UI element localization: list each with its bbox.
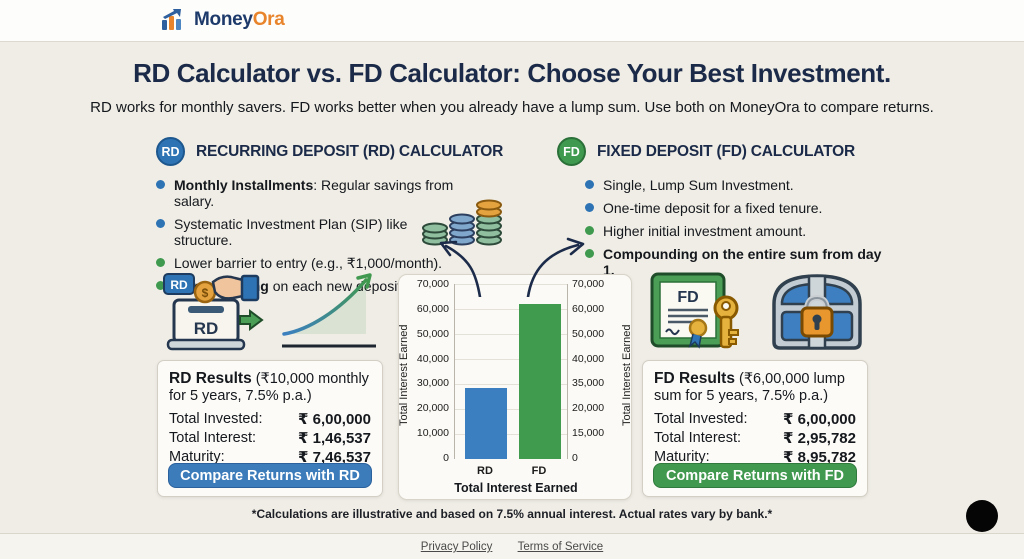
treasure-chest-lock-icon <box>772 274 862 350</box>
disclaimer-text: *Calculations are illustrative and based… <box>251 507 773 521</box>
fd-total-invested-row: Total Invested: ₹ 6,00,000 <box>654 411 856 428</box>
coin-stacks-icon <box>422 199 502 246</box>
header-bar: MoneyOra <box>0 0 1024 42</box>
svg-text:FD: FD <box>677 289 698 306</box>
rd-section-header: RD RECURRING DEPOSIT (RD) CALCULATOR <box>156 137 503 166</box>
svg-text:RD: RD <box>194 319 219 338</box>
bullet-dot <box>585 226 594 235</box>
brand-name: MoneyOra <box>194 9 285 30</box>
fd-bullet-4: Compounding on the entire sum from day 1… <box>585 246 885 278</box>
interest-bar-chart: Total Interest Earned 70,000 60,000 50,00… <box>398 274 633 500</box>
privacy-policy-link[interactable]: Privacy Policy <box>420 541 493 553</box>
footer-area <box>0 534 1024 559</box>
page-subtitle: RD works for monthly savers. FD works be… <box>90 99 934 116</box>
bar-chart-logo-icon <box>162 9 181 30</box>
rd-results-title: RD Results (₹10,000 monthly for 5 years,… <box>169 370 369 404</box>
rd-deposit-icon: RD RD $ <box>163 273 264 351</box>
rd-illustrations: RD RD $ <box>158 268 382 356</box>
fd-badge: FD <box>557 137 586 166</box>
rd-badge: RD <box>156 137 185 166</box>
fd-section-title: FIXED DEPOSIT (FD) CALCULATOR <box>597 142 855 160</box>
bullet-dot <box>585 203 594 212</box>
fd-bullet-2: One-time deposit for a fixed tenure. <box>585 200 885 216</box>
rd-results-card: RD Results (₹10,000 monthly for 5 years,… <box>157 360 383 497</box>
compare-fd-button[interactable]: Compare Returns with FD <box>653 463 857 488</box>
fd-bullet-3: Higher initial investment amount. <box>585 223 885 239</box>
bullet-dot <box>585 249 594 258</box>
growth-curve-icon <box>282 273 376 348</box>
bar-rd <box>465 387 507 459</box>
chart-xlabel: Total Interest Earned <box>454 481 578 495</box>
cursor-dot <box>966 500 998 532</box>
bullet-dot <box>156 180 165 189</box>
bullet-dot <box>156 281 165 290</box>
chart-right-ticks: 70,000 60,000 50,000 40,000 35,000 20,000 1… <box>572 278 605 464</box>
rd-maturity-row: Maturity: ₹ 7,46,537 <box>169 449 371 466</box>
svg-text:$: $ <box>202 286 209 300</box>
fd-results-title: FD Results (₹6,00,000 lump sum for 5 yea… <box>654 370 845 404</box>
fd-certificate-key-icon: FD <box>650 272 739 349</box>
rd-bullet-1: Monthly Installments: Regular savings fr… <box>156 177 456 209</box>
bar-fd <box>519 304 561 459</box>
terms-of-service-link[interactable]: Terms of Service <box>517 541 604 553</box>
svg-text:RD: RD <box>170 278 188 292</box>
footer-links: Privacy Policy Terms of Service <box>0 541 1024 553</box>
fd-illustrations: FD <box>644 268 870 356</box>
brand-logo[interactable]: MoneyOra <box>160 8 285 32</box>
fd-bullet-list: Single, Lump Sum Investment. One-time de… <box>585 177 885 285</box>
bullet-dot <box>156 219 165 228</box>
chart-ylabel-right: Total Interest Earned <box>621 324 633 426</box>
page-title: RD Calculator vs. FD Calculator: Choose … <box>133 58 891 88</box>
chart-plot-area <box>454 284 568 459</box>
compare-rd-button[interactable]: Compare Returns with RD <box>168 463 372 488</box>
rd-total-invested-row: Total Invested: ₹ 6,00,000 <box>169 411 371 428</box>
fd-maturity-row: Maturity: ₹ 8,95,782 <box>654 449 856 466</box>
bullet-dot <box>585 180 594 189</box>
rd-bullet-2: Systematic Investment Plan (SIP) like st… <box>156 216 456 248</box>
fd-results-card: FD Results (₹6,00,000 lump sum for 5 yea… <box>642 360 868 497</box>
chart-category-rd: RD <box>477 465 493 477</box>
chart-category-fd: FD <box>531 465 547 477</box>
bullet-dot <box>156 258 165 267</box>
fd-total-interest-row: Total Interest: ₹ 2,95,782 <box>654 430 856 447</box>
fd-bullet-1: Single, Lump Sum Investment. <box>585 177 885 193</box>
chart-left-ticks: 70,000 60,000 50,000 40,000 30,000 20,000 1… <box>416 278 449 464</box>
rd-section-title: RECURRING DEPOSIT (RD) CALCULATOR <box>196 142 504 160</box>
fd-section-header: FD FIXED DEPOSIT (FD) CALCULATOR <box>557 137 855 166</box>
rd-bullet-3: Lower barrier to entry (e.g., ₹1,000/mon… <box>156 255 456 271</box>
footer-divider <box>0 533 1024 534</box>
rd-total-interest-row: Total Interest: ₹ 1,46,537 <box>169 430 371 447</box>
